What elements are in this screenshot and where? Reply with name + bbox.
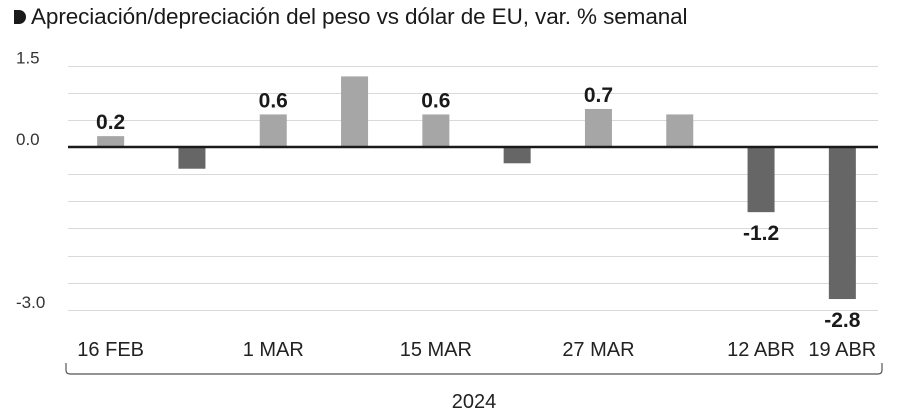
bar bbox=[97, 136, 125, 147]
chart-title: Apreciación/depreciación del peso vs dól… bbox=[31, 4, 688, 29]
data-label: 0.2 bbox=[96, 111, 125, 134]
bar bbox=[259, 114, 287, 147]
data-label: 0.6 bbox=[421, 89, 450, 112]
bar bbox=[666, 114, 694, 147]
bar bbox=[178, 147, 206, 169]
y-tick-label: 1.5 bbox=[16, 49, 40, 68]
x-tick-label: 15 MAR bbox=[400, 339, 472, 361]
x-tick-label: 16 FEB bbox=[77, 339, 144, 361]
x-tick-label: 1 MAR bbox=[243, 339, 304, 361]
data-label: 0.6 bbox=[259, 89, 288, 112]
y-tick-label: 0.0 bbox=[16, 130, 40, 149]
bar bbox=[747, 147, 775, 213]
y-tick-label: -3.0 bbox=[16, 293, 45, 312]
bar bbox=[341, 76, 369, 147]
year-bracket bbox=[65, 363, 883, 375]
chart-title-row: Apreciación/depreciación del peso vs dól… bbox=[14, 2, 688, 32]
bar bbox=[422, 114, 450, 147]
tag-icon bbox=[14, 10, 26, 24]
bar bbox=[584, 108, 612, 147]
x-tick-label: 27 MAR bbox=[562, 339, 634, 361]
data-label: -1.2 bbox=[743, 222, 779, 245]
bar bbox=[828, 147, 856, 300]
data-label: 0.7 bbox=[584, 84, 613, 107]
x-tick-label: 19 ABR bbox=[808, 339, 876, 361]
bar bbox=[503, 147, 531, 164]
x-tick-label: 12 ABR bbox=[727, 339, 795, 361]
x-axis-label: 2024 bbox=[452, 391, 497, 413]
data-label: -2.8 bbox=[824, 309, 861, 332]
